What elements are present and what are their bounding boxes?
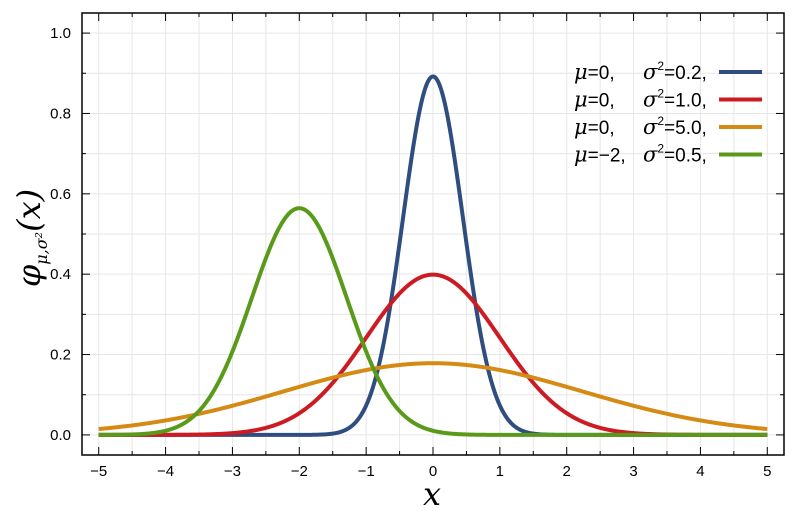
axis-ticks [82, 13, 784, 455]
legend-entry: μ=0, σ2=0.2, [574, 59, 762, 84]
y-tick-label: 0.2 [50, 347, 71, 364]
legend-mu-label: μ=0, [574, 88, 615, 112]
y-tick-label: 0.8 [50, 105, 71, 122]
legend-mu-label: μ=0, [574, 115, 615, 139]
x-tick-label: −5 [90, 463, 107, 480]
x-tick-label: 1 [496, 463, 504, 480]
y-axis-label: φμ,σ²(x) [10, 189, 51, 287]
y-tick-label: 0.0 [50, 427, 71, 444]
y-tick-label: 1.0 [50, 25, 71, 42]
x-axis-label: x [423, 475, 441, 511]
x-tick-label: 0 [429, 463, 437, 480]
y-axis-label-argument: (x) [10, 189, 48, 232]
x-tick-label: 2 [563, 463, 571, 480]
tick-labels: −5 −4 −3 −2 −1 0 1 2 3 4 5 0.0 0.2 0.4 0.6 0.8 1.0 [50, 25, 771, 480]
legend-entry: μ=0, σ2=1.0, [574, 87, 762, 112]
legend: μ=0, σ2=0.2, μ=0, σ2=1.0, μ=0, σ2=5.0, μ=−2, σ2… [574, 59, 762, 167]
legend-sigma-label: σ2=0.5, [643, 142, 707, 167]
y-tick-label: 0.6 [50, 186, 71, 203]
legend-mu-label: μ=−2, [574, 143, 626, 167]
x-tick-label: 3 [629, 463, 637, 480]
y-axis-label-main: φ [10, 264, 48, 287]
legend-mu-label: μ=0, [574, 60, 615, 84]
y-axis-label-subscript: μ,σ² [32, 232, 51, 265]
legend-sigma-label: σ2=5.0, [643, 114, 707, 139]
x-tick-label: 5 [763, 463, 771, 480]
legend-entry: μ=0, σ2=5.0, [574, 114, 762, 139]
svg-text:φμ,σ²(x): φμ,σ²(x) [10, 189, 51, 287]
y-tick-label: 0.4 [50, 266, 71, 283]
x-tick-label: −4 [157, 463, 174, 480]
x-tick-label: −1 [358, 463, 375, 480]
legend-sigma-label: σ2=1.0, [643, 87, 707, 112]
legend-sigma-label: σ2=0.2, [643, 59, 707, 84]
series-lines [97, 74, 769, 437]
series-line-3 [97, 361, 769, 432]
legend-entry: μ=−2, σ2=0.5, [574, 142, 762, 167]
x-tick-label: −3 [224, 463, 241, 480]
series-line-4 [97, 206, 769, 437]
x-tick-label: −2 [291, 463, 308, 480]
x-tick-label: 4 [696, 463, 704, 480]
